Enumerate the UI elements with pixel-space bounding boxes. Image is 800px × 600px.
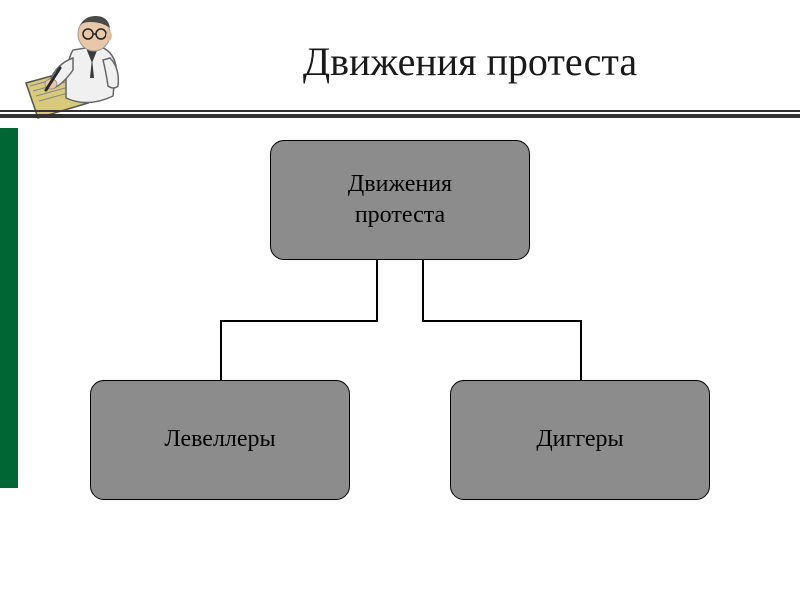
connector-h-left bbox=[220, 320, 378, 322]
node-child-0: Левеллеры bbox=[90, 380, 350, 500]
node-root-label: Движенияпротеста bbox=[348, 169, 452, 231]
node-root: Движенияпротеста bbox=[270, 140, 530, 260]
accent-bar bbox=[0, 128, 18, 488]
node-child-1-label: Диггеры bbox=[536, 424, 623, 455]
title-divider bbox=[0, 110, 800, 120]
connector-v-root-left bbox=[376, 260, 378, 320]
org-chart: Движенияпротеста Левеллеры Диггеры bbox=[60, 140, 740, 560]
connector-v-left bbox=[220, 320, 222, 380]
node-child-1: Диггеры bbox=[450, 380, 710, 500]
connector-v-right bbox=[580, 320, 582, 380]
connector-h-right bbox=[422, 320, 580, 322]
connector-v-root-right bbox=[422, 260, 424, 320]
node-child-0-label: Левеллеры bbox=[164, 424, 275, 455]
slide-title: Движения протеста bbox=[170, 38, 770, 85]
